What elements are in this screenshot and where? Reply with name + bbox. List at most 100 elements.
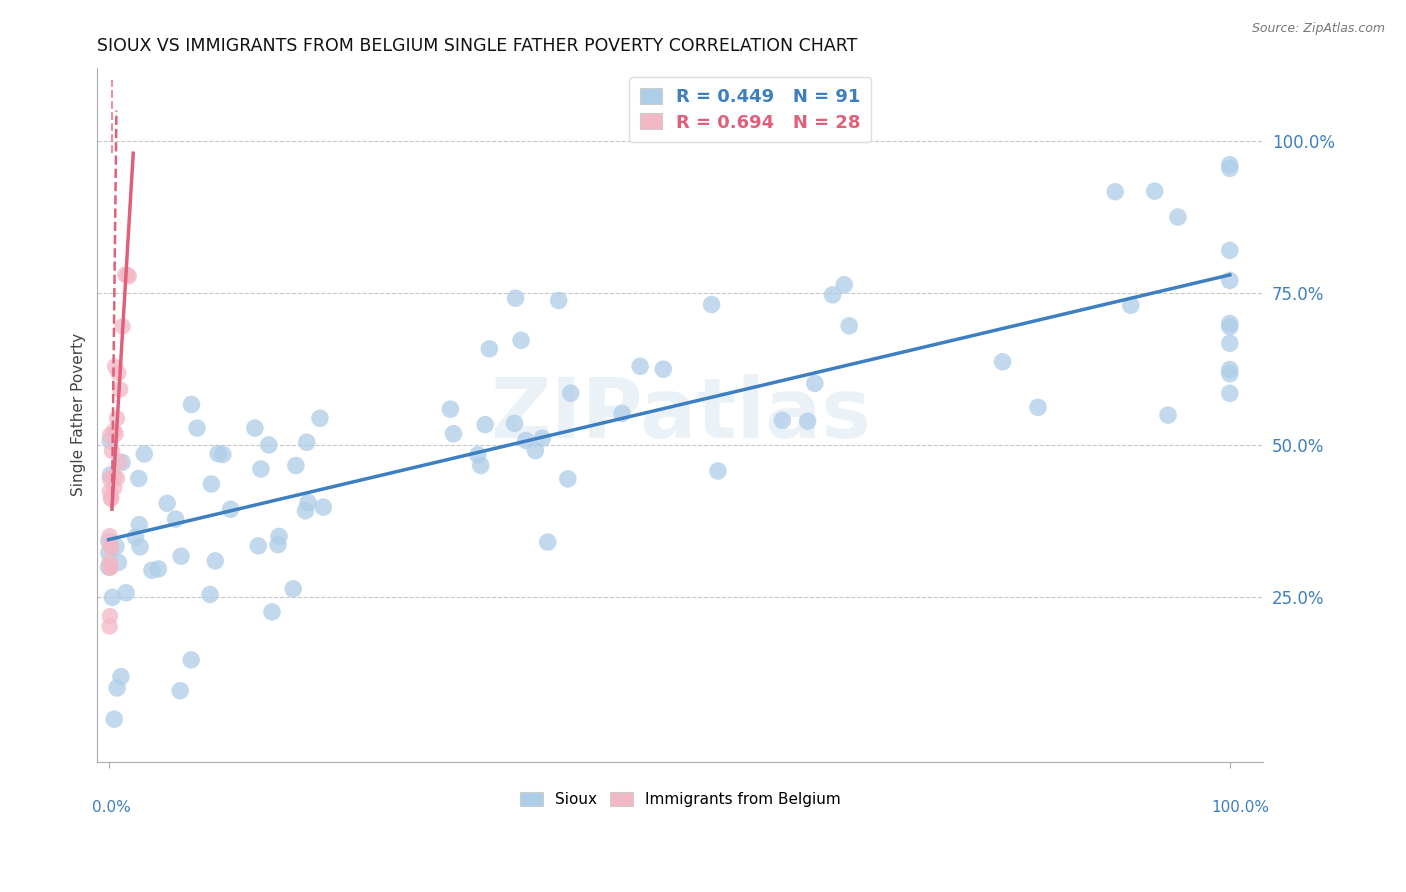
Point: [1219, 161, 1241, 176]
Point: [108, 383, 131, 397]
Point: [111, 455, 134, 469]
Point: [111, 319, 134, 334]
Point: [98, 434, 121, 448]
Point: [170, 549, 193, 564]
Point: [547, 293, 569, 308]
Point: [103, 712, 125, 726]
Point: [1219, 319, 1241, 334]
Point: [156, 496, 179, 510]
Point: [103, 469, 125, 483]
Point: [98, 529, 121, 543]
Point: [1219, 317, 1241, 331]
Point: [1219, 386, 1241, 401]
Point: [186, 421, 208, 435]
Point: [97, 534, 120, 549]
Point: [267, 529, 290, 543]
Point: [124, 530, 146, 544]
Point: [204, 554, 226, 568]
Point: [247, 539, 270, 553]
Point: [105, 681, 128, 695]
Point: [110, 670, 132, 684]
Y-axis label: Single Father Poverty: Single Father Poverty: [72, 334, 86, 497]
Point: [98, 619, 121, 633]
Point: [628, 359, 651, 374]
Point: [257, 438, 280, 452]
Point: [98, 555, 121, 569]
Text: Source: ZipAtlas.com: Source: ZipAtlas.com: [1251, 22, 1385, 36]
Point: [97, 546, 120, 560]
Text: 0.0%: 0.0%: [91, 800, 131, 815]
Point: [505, 291, 527, 305]
Point: [219, 502, 242, 516]
Point: [250, 462, 273, 476]
Point: [1219, 367, 1241, 381]
Point: [243, 421, 266, 435]
Point: [770, 413, 793, 427]
Point: [105, 411, 128, 425]
Point: [821, 288, 844, 302]
Point: [101, 443, 124, 458]
Point: [98, 428, 121, 442]
Point: [474, 417, 496, 432]
Point: [97, 560, 120, 574]
Point: [267, 538, 290, 552]
Point: [100, 541, 122, 555]
Point: [260, 605, 283, 619]
Point: [524, 443, 547, 458]
Point: [98, 561, 121, 575]
Point: [148, 562, 170, 576]
Point: [100, 539, 122, 553]
Point: [165, 512, 187, 526]
Point: [141, 563, 163, 577]
Point: [832, 277, 855, 292]
Point: [503, 417, 526, 431]
Point: [294, 504, 316, 518]
Point: [283, 582, 305, 596]
Point: [467, 448, 489, 462]
Point: [1157, 408, 1180, 422]
Point: [107, 555, 129, 569]
Point: [284, 458, 307, 473]
Text: SIOUX VS IMMIGRANTS FROM BELGIUM SINGLE FATHER POVERTY CORRELATION CHART: SIOUX VS IMMIGRANTS FROM BELGIUM SINGLE …: [97, 37, 858, 55]
Point: [443, 426, 465, 441]
Point: [297, 495, 319, 509]
Point: [103, 424, 125, 438]
Text: ZIPatlas: ZIPatlas: [489, 375, 870, 456]
Point: [104, 540, 127, 554]
Point: [1167, 210, 1189, 224]
Point: [198, 587, 221, 601]
Point: [129, 540, 152, 554]
Point: [312, 500, 335, 515]
Point: [105, 471, 128, 485]
Point: [98, 484, 121, 499]
Point: [115, 586, 138, 600]
Point: [1219, 273, 1241, 287]
Point: [295, 435, 318, 450]
Point: [478, 342, 501, 356]
Point: [128, 517, 150, 532]
Point: [838, 318, 860, 333]
Legend: Sioux, Immigrants from Belgium: Sioux, Immigrants from Belgium: [515, 786, 846, 814]
Point: [1104, 185, 1126, 199]
Point: [169, 683, 191, 698]
Point: [101, 591, 124, 605]
Point: [700, 297, 723, 311]
Point: [510, 334, 533, 348]
Point: [114, 268, 136, 282]
Point: [118, 269, 141, 284]
Point: [180, 653, 202, 667]
Point: [991, 355, 1014, 369]
Text: 100.0%: 100.0%: [1211, 800, 1270, 815]
Point: [531, 431, 554, 445]
Point: [557, 472, 579, 486]
Point: [117, 268, 139, 282]
Point: [211, 447, 233, 461]
Point: [610, 406, 633, 420]
Point: [537, 535, 560, 549]
Point: [1219, 362, 1241, 376]
Point: [1119, 298, 1142, 312]
Point: [180, 397, 202, 411]
Point: [1219, 158, 1241, 172]
Point: [439, 402, 461, 417]
Point: [100, 467, 122, 482]
